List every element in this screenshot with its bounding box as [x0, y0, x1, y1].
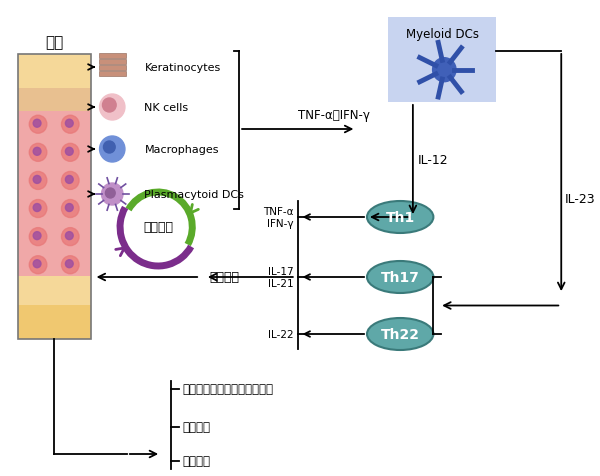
Text: IL-23: IL-23 — [565, 193, 596, 206]
Circle shape — [61, 144, 79, 162]
Circle shape — [29, 116, 47, 134]
Circle shape — [103, 99, 116, 113]
Bar — [98, 60, 126, 65]
Circle shape — [61, 172, 79, 190]
Circle shape — [33, 120, 41, 128]
Circle shape — [61, 256, 79, 274]
Text: 皮肤: 皮肤 — [45, 35, 63, 50]
Bar — [17, 89, 91, 112]
Bar — [98, 72, 126, 77]
Circle shape — [29, 172, 47, 190]
Text: Myeloid DCs: Myeloid DCs — [406, 28, 479, 41]
Circle shape — [33, 260, 41, 268]
Text: 角质形成细胞异常增殖和分化: 角质形成细胞异常增殖和分化 — [182, 383, 274, 396]
Circle shape — [29, 200, 47, 218]
Text: 血管生成: 血管生成 — [182, 455, 211, 467]
Text: TNF-α
IFN-γ: TNF-α IFN-γ — [263, 207, 294, 228]
Circle shape — [61, 228, 79, 246]
Text: 皮肤增厚: 皮肤增厚 — [182, 421, 211, 434]
Bar — [388, 18, 496, 103]
Bar — [98, 54, 126, 59]
Text: NK cells: NK cells — [145, 103, 188, 113]
Circle shape — [33, 232, 41, 240]
Circle shape — [33, 176, 41, 184]
Text: Keratinocytes: Keratinocytes — [145, 63, 221, 73]
Circle shape — [433, 59, 456, 82]
Circle shape — [65, 260, 73, 268]
Circle shape — [100, 137, 125, 163]
Text: Th17: Th17 — [381, 270, 419, 284]
Circle shape — [29, 256, 47, 274]
Text: Macrophages: Macrophages — [145, 145, 219, 155]
Circle shape — [65, 120, 73, 128]
Circle shape — [65, 148, 73, 156]
Circle shape — [61, 200, 79, 218]
Circle shape — [101, 184, 123, 206]
Bar — [17, 55, 91, 89]
Circle shape — [65, 232, 73, 240]
Circle shape — [29, 144, 47, 162]
Circle shape — [65, 204, 73, 212]
Circle shape — [65, 176, 73, 184]
Ellipse shape — [367, 261, 433, 293]
Text: Plasmacytoid DCs: Plasmacytoid DCs — [145, 189, 244, 199]
Bar — [17, 112, 91, 277]
Circle shape — [106, 188, 115, 198]
Text: Th1: Th1 — [386, 210, 415, 225]
Bar — [17, 55, 91, 339]
Circle shape — [61, 116, 79, 134]
Text: IL-17
IL-21: IL-17 IL-21 — [268, 267, 294, 288]
Circle shape — [33, 204, 41, 212]
Text: Th22: Th22 — [380, 327, 419, 341]
Circle shape — [33, 148, 41, 156]
Bar — [17, 277, 91, 305]
Bar — [17, 305, 91, 339]
Text: IL-12: IL-12 — [418, 154, 448, 167]
Ellipse shape — [367, 201, 433, 234]
Circle shape — [100, 95, 125, 121]
Text: 恶性循环: 恶性循环 — [143, 221, 173, 234]
Circle shape — [103, 142, 115, 154]
Bar — [98, 66, 126, 71]
Text: 炎性反应: 炎性反应 — [210, 271, 240, 284]
Text: TNF-α、IFN-γ: TNF-α、IFN-γ — [298, 109, 370, 122]
Circle shape — [29, 228, 47, 246]
Ellipse shape — [367, 318, 433, 350]
Text: IL-22: IL-22 — [268, 329, 294, 339]
